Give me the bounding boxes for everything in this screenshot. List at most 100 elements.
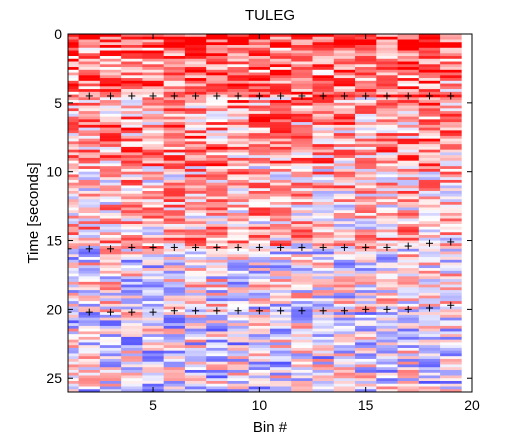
heatmap-cell: [99, 372, 122, 376]
heatmap-cell: [206, 347, 228, 351]
heatmap-cell: [333, 350, 356, 354]
heatmap-cell: [440, 279, 462, 283]
heatmap-cell: [227, 215, 250, 219]
heatmap-cell: [270, 190, 292, 195]
heatmap-cell: [376, 268, 398, 272]
heatmap-cell: [99, 334, 122, 338]
heatmap-cell: [270, 130, 292, 134]
heatmap-cell: [206, 207, 228, 211]
plus-marker: [213, 307, 221, 315]
heatmap-cell: [248, 155, 271, 159]
heatmap-cell: [397, 188, 420, 192]
heatmap-cell: [270, 317, 292, 321]
heatmap-cell: [248, 124, 271, 128]
heatmap-cell: [142, 378, 164, 382]
heatmap-cell: [355, 312, 377, 316]
heatmap-cell: [291, 130, 313, 134]
heatmap-cell: [184, 67, 207, 71]
y-tick-label: 10: [46, 164, 62, 180]
heatmap-cell: [163, 144, 186, 148]
heatmap-cell: [227, 64, 250, 68]
heatmap-cell: [184, 369, 207, 374]
heatmap-cell: [312, 290, 335, 294]
heatmap-cell: [78, 45, 101, 49]
heatmap-cell: [142, 190, 164, 195]
heatmap-cell: [184, 281, 207, 285]
heatmap-cell: [270, 116, 292, 120]
heatmap-cell: [206, 144, 228, 148]
heatmap-cell: [333, 72, 356, 76]
heatmap-cell: [206, 196, 228, 200]
heatmap-cell: [68, 171, 79, 175]
heatmap-cell: [99, 171, 122, 175]
heatmap-cell: [291, 273, 313, 277]
heatmap-cell: [227, 56, 250, 60]
heatmap-cell: [376, 210, 398, 214]
heatmap-cell: [68, 378, 79, 382]
heatmap-cell: [142, 174, 164, 178]
heatmap-cell: [163, 251, 186, 255]
heatmap-cell: [227, 259, 250, 263]
heatmap-cell: [397, 135, 420, 139]
heatmap-cell: [312, 64, 335, 68]
heatmap-cell: [333, 279, 356, 283]
heatmap-cell: [418, 380, 441, 385]
heatmap-cell: [184, 207, 207, 211]
heatmap-cell: [376, 356, 398, 360]
heatmap-cell: [248, 163, 271, 167]
heatmap-cell: [121, 237, 143, 241]
plus-marker: [234, 92, 242, 100]
heatmap-cell: [68, 80, 79, 84]
heatmap-cell: [78, 218, 101, 222]
heatmap-cell: [121, 100, 143, 104]
heatmap-cell: [184, 356, 207, 360]
heatmap-cell: [397, 111, 420, 115]
heatmap-cell: [99, 67, 122, 71]
heatmap-cell: [99, 317, 122, 321]
heatmap-cell: [248, 339, 271, 343]
heatmap-cell: [333, 380, 356, 385]
heatmap-cell: [206, 386, 228, 390]
heatmap-cell: [184, 144, 207, 148]
heatmap-cell: [418, 210, 441, 214]
heatmap-cell: [418, 133, 441, 137]
heatmap-cell: [333, 347, 356, 351]
heatmap-cell: [163, 273, 186, 277]
plus-marker: [128, 243, 136, 251]
heatmap-cell: [440, 254, 462, 258]
heatmap-cell: [78, 353, 101, 357]
heatmap-cell: [206, 345, 228, 349]
heatmap-cell: [206, 229, 228, 233]
heatmap-cell: [142, 215, 164, 219]
heatmap-cell: [291, 226, 313, 230]
heatmap-cell: [248, 364, 271, 368]
heatmap-cell: [440, 281, 462, 285]
heatmap-cell: [440, 157, 462, 161]
heatmap-cell: [142, 53, 164, 57]
heatmap-cell: [163, 50, 186, 54]
heatmap-cell: [440, 369, 462, 374]
heatmap-cell: [248, 89, 271, 93]
heatmap-cell: [99, 262, 122, 266]
heatmap-cell: [68, 248, 79, 252]
heatmap-cell: [142, 279, 164, 283]
heatmap-cell: [206, 295, 228, 299]
heatmap-cell: [355, 199, 377, 203]
heatmap-cell: [248, 257, 271, 261]
heatmap-cell: [248, 160, 271, 164]
heatmap-cell: [206, 177, 228, 181]
heatmap-cell: [121, 157, 143, 161]
heatmap-cell: [121, 42, 143, 46]
heatmap-cell: [440, 149, 462, 153]
heatmap-cell: [440, 179, 462, 183]
heatmap-cell: [68, 336, 79, 340]
heatmap-cell: [440, 39, 462, 43]
heatmap-cell: [78, 210, 101, 214]
heatmap-cell: [184, 262, 207, 266]
heatmap-cell: [333, 113, 356, 117]
heatmap-cell: [270, 157, 292, 161]
heatmap-cell: [291, 268, 313, 272]
heatmap-cell: [333, 356, 356, 360]
heatmap-cell: [418, 284, 441, 288]
heatmap-cell: [78, 75, 101, 79]
